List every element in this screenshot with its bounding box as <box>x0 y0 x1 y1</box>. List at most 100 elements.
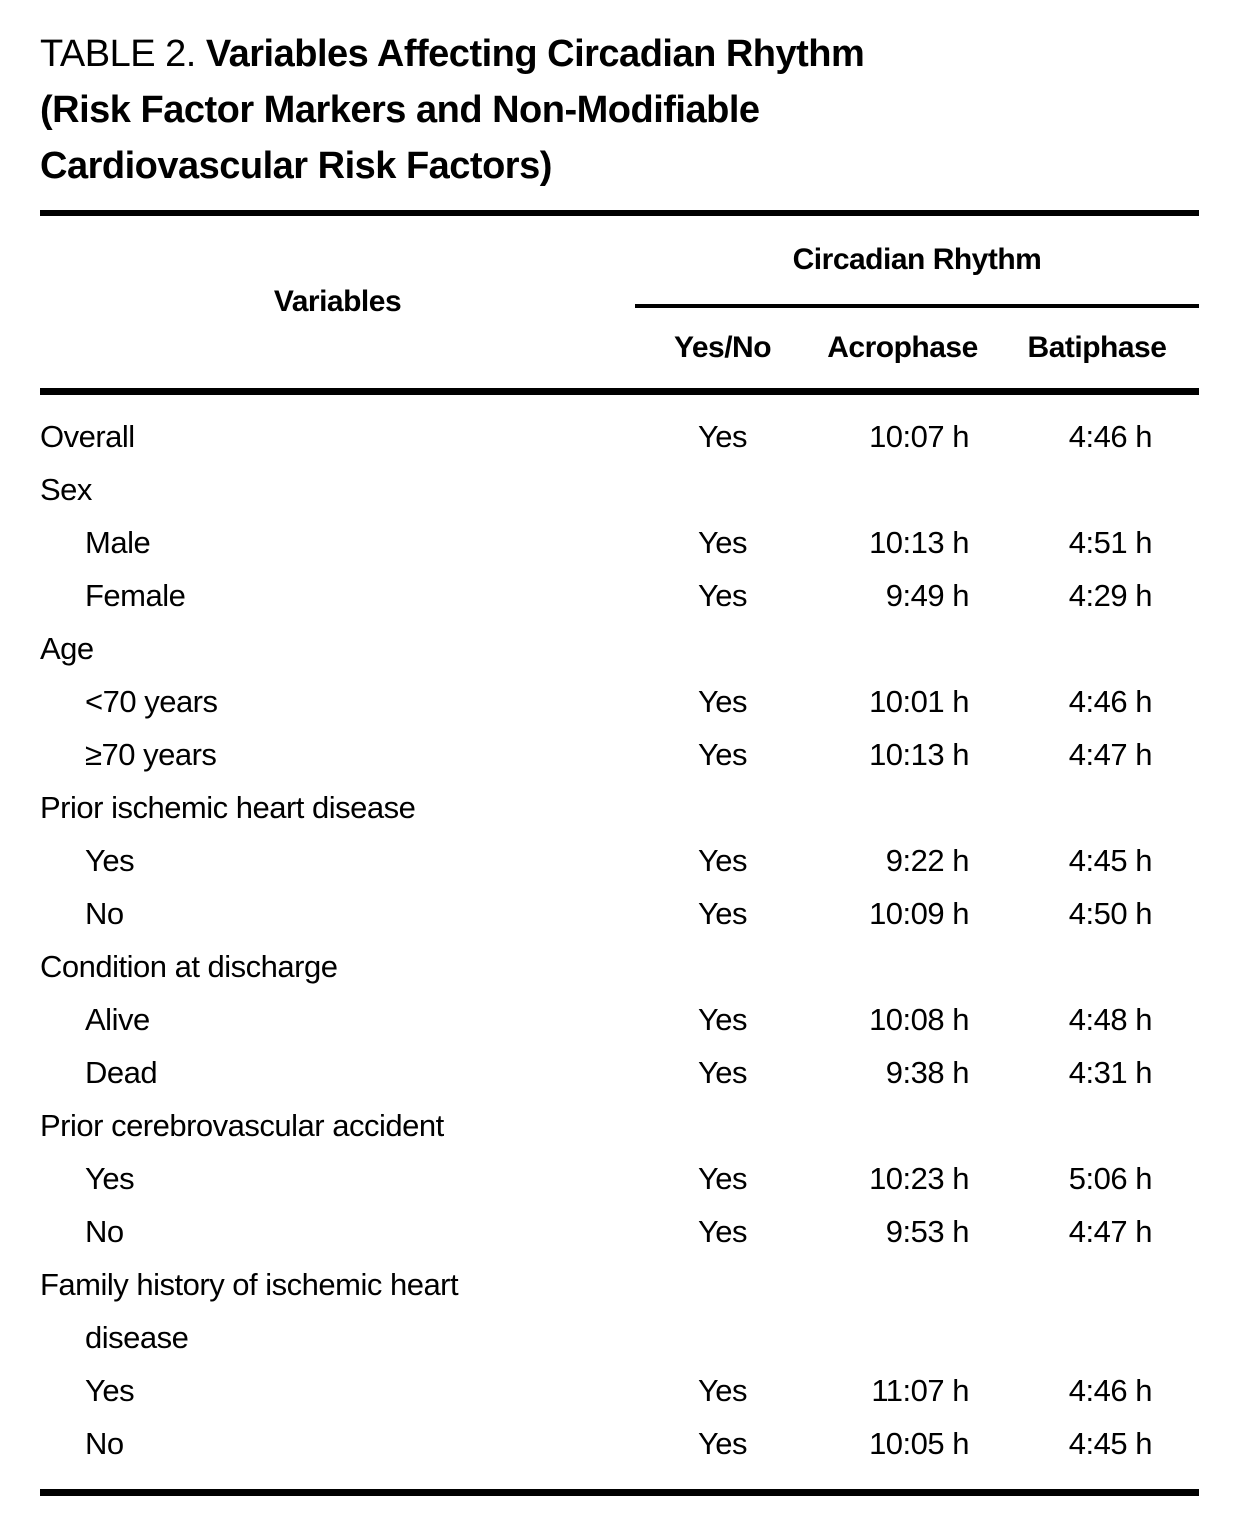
variable-subitem-label: Yes <box>85 843 135 878</box>
sub-header-row: Yes/No Acrophase Batiphase <box>40 306 1199 392</box>
table-title-text: Variables Affecting Circadian Rhythm (Ri… <box>40 33 865 187</box>
table-row: Condition at discharge <box>40 940 1199 993</box>
yes-no-value <box>635 781 810 834</box>
table-body: Overall Yes 10:07 h 4:46 h Sex Male Yes 10:13 h… <box>40 392 1199 1493</box>
batiphase-value: 4:45 h <box>1068 1426 1153 1461</box>
table-row: Female Yes 9:49 h 4:29 h <box>40 569 1199 622</box>
variable-subitem-label: Female <box>85 578 186 613</box>
batiphase-value: 5:06 h <box>1068 1161 1153 1196</box>
table-row: Overall Yes 10:07 h 4:46 h <box>40 392 1199 464</box>
table-row: Prior cerebrovascular accident <box>40 1099 1199 1152</box>
acrophase-value <box>810 1258 995 1364</box>
variable-group-label: Prior ischemic heart disease <box>40 790 416 825</box>
acrophase-value <box>810 463 995 516</box>
yes-no-value: Yes <box>697 896 748 931</box>
acrophase-value: 9:53 h <box>885 1214 970 1249</box>
table-number-label: TABLE 2. <box>40 33 206 75</box>
acrophase-value: 10:01 h <box>869 684 969 719</box>
yes-no-value: Yes <box>697 578 748 613</box>
acrophase-value <box>810 940 995 993</box>
acrophase-value: 9:38 h <box>885 1055 970 1090</box>
acrophase-value: 10:23 h <box>869 1161 969 1196</box>
acrophase-value: 10:13 h <box>869 737 969 772</box>
circadian-rhythm-table: Variables Circadian Rhythm Yes/No Acroph… <box>40 210 1199 1496</box>
batiphase-value: 4:45 h <box>1068 843 1153 878</box>
column-header-variables: Variables <box>273 285 402 318</box>
acrophase-value: 10:05 h <box>869 1426 969 1461</box>
yes-no-value: Yes <box>697 843 748 878</box>
variable-group-label: Overall <box>40 419 135 454</box>
acrophase-value: 10:08 h <box>869 1002 969 1037</box>
variable-group-label: Condition at discharge <box>40 949 338 984</box>
variable-subitem-label: No <box>85 1214 124 1249</box>
variable-subitem-label: Dead <box>85 1055 158 1090</box>
acrophase-value <box>810 622 995 675</box>
variable-group-label: Sex <box>40 472 92 507</box>
table-row: Prior ischemic heart disease <box>40 781 1199 834</box>
batiphase-value: 4:50 h <box>1068 896 1153 931</box>
table-header: Variables Circadian Rhythm Yes/No Acroph… <box>40 213 1199 392</box>
yes-no-value: Yes <box>697 1055 748 1090</box>
acrophase-value: 11:07 h <box>871 1373 969 1408</box>
acrophase-value: 9:49 h <box>885 578 970 613</box>
batiphase-value <box>995 1258 1199 1364</box>
variable-subitem-label: <70 years <box>85 684 218 719</box>
yes-no-value: Yes <box>697 737 748 772</box>
batiphase-value: 4:47 h <box>1068 737 1153 772</box>
column-header-yes-no: Yes/No <box>673 331 772 364</box>
batiphase-value <box>995 781 1199 834</box>
variable-subitem-label: No <box>85 1426 124 1461</box>
acrophase-value: 9:22 h <box>885 843 970 878</box>
yes-no-value: Yes <box>697 1214 748 1249</box>
table-row: Age <box>40 622 1199 675</box>
yes-no-value: Yes <box>697 1426 748 1461</box>
variable-subitem-label: Alive <box>85 1002 150 1037</box>
acrophase-value <box>810 781 995 834</box>
table-row: Male Yes 10:13 h 4:51 h <box>40 516 1199 569</box>
variable-subitem-label: Male <box>85 525 151 560</box>
yes-no-value: Yes <box>697 525 748 560</box>
variable-subitem-label: Yes <box>85 1373 135 1408</box>
batiphase-value: 4:48 h <box>1068 1002 1153 1037</box>
variable-group-label: Family history of ischemic heart disease <box>40 1267 459 1355</box>
table-row: Yes Yes 11:07 h 4:46 h <box>40 1364 1199 1417</box>
column-header-batiphase: Batiphase <box>1027 331 1167 364</box>
batiphase-value <box>995 1099 1199 1152</box>
batiphase-value <box>995 622 1199 675</box>
table-title: TABLE 2. Variables Affecting Circadian R… <box>40 26 1199 194</box>
batiphase-value: 4:46 h <box>1068 419 1153 454</box>
variable-subitem-label: Yes <box>85 1161 135 1196</box>
yes-no-value <box>635 622 810 675</box>
yes-no-value <box>635 463 810 516</box>
variable-group-label: Age <box>40 631 94 666</box>
table-row: <70 years Yes 10:01 h 4:46 h <box>40 675 1199 728</box>
batiphase-value: 4:46 h <box>1068 1373 1153 1408</box>
column-group-header-circadian-rhythm: Circadian Rhythm <box>635 213 1199 308</box>
batiphase-value <box>995 463 1199 516</box>
yes-no-value: Yes <box>697 1002 748 1037</box>
table-row: Yes Yes 9:22 h 4:45 h <box>40 834 1199 887</box>
table-row: Alive Yes 10:08 h 4:48 h <box>40 993 1199 1046</box>
acrophase-value: 10:09 h <box>869 896 969 931</box>
variable-group-label: Prior cerebrovascular accident <box>40 1108 444 1143</box>
yes-no-value <box>635 1099 810 1152</box>
variable-subitem-label: ≥70 years <box>85 737 217 772</box>
table-row: ≥70 years Yes 10:13 h 4:47 h <box>40 728 1199 781</box>
batiphase-value <box>995 940 1199 993</box>
yes-no-value: Yes <box>697 419 748 454</box>
yes-no-value: Yes <box>697 1373 748 1408</box>
yes-no-value: Yes <box>697 684 748 719</box>
batiphase-value: 4:51 h <box>1068 525 1153 560</box>
column-header-acrophase: Acrophase <box>827 331 978 364</box>
spanner-header-row: Variables Circadian Rhythm <box>40 213 1199 318</box>
yes-no-value <box>635 940 810 993</box>
table-row: Family history of ischemic heart disease <box>40 1258 1199 1364</box>
acrophase-value: 10:07 h <box>869 419 969 454</box>
table-row: No Yes 9:53 h 4:47 h <box>40 1205 1199 1258</box>
yes-no-value: Yes <box>697 1161 748 1196</box>
yes-no-value <box>635 1258 810 1364</box>
table-row: No Yes 10:09 h 4:50 h <box>40 887 1199 940</box>
variable-subitem-label: No <box>85 896 124 931</box>
batiphase-value: 4:31 h <box>1068 1055 1153 1090</box>
